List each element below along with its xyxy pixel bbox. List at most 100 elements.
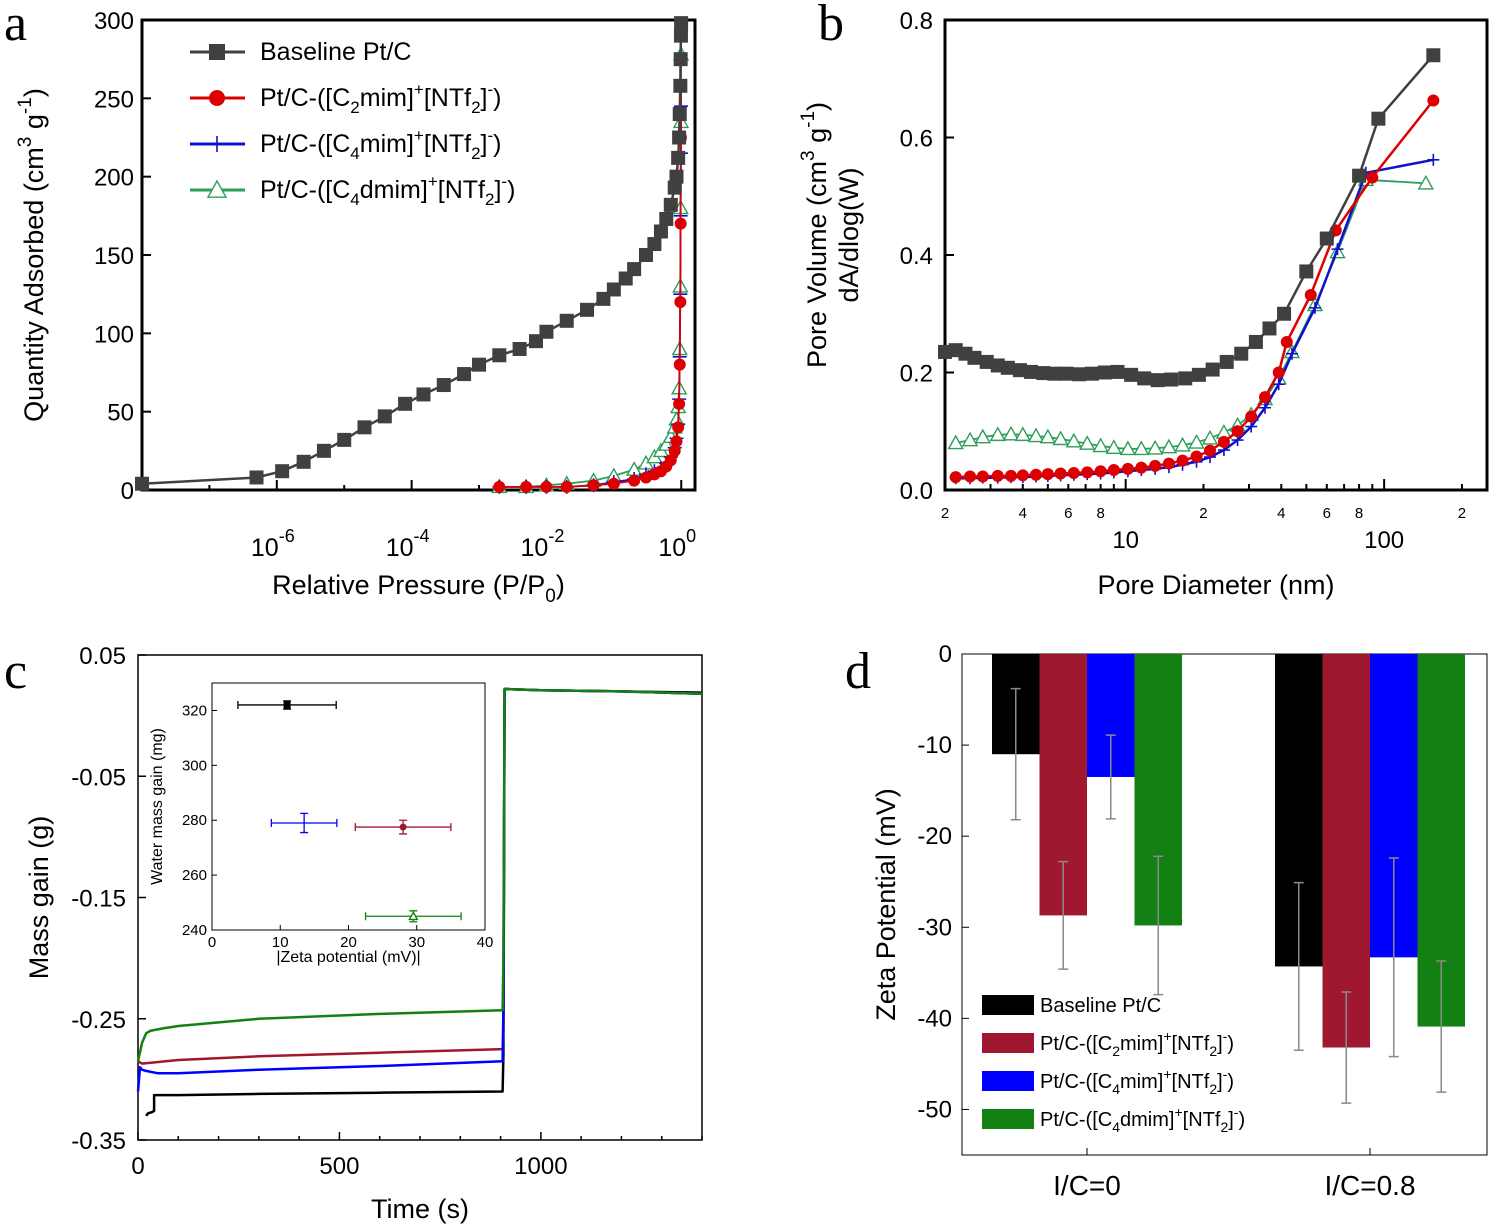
- data-point: [659, 211, 674, 226]
- data-point: [628, 474, 641, 487]
- data-point: [961, 431, 979, 447]
- x-minor-tick-label: 6: [1064, 505, 1072, 522]
- data-point: [1299, 264, 1314, 279]
- data-point: [1201, 429, 1219, 445]
- data-point: [1308, 301, 1321, 314]
- data-point: [357, 420, 372, 435]
- x-tick-label: 10-6: [251, 526, 295, 562]
- data-point: [1107, 464, 1120, 477]
- inset-chart: 240 260 280 300 320 0 10 20 30 40 |Zeta potential …: [149, 682, 493, 966]
- bar-series-c_green: [1134, 654, 1465, 1093]
- legend-subscript: 2: [350, 98, 359, 117]
- legend-text-end: ]: [1217, 1033, 1223, 1055]
- error-bar: [1153, 855, 1164, 996]
- x-tick-label: 1000: [514, 1153, 567, 1180]
- data-point: [606, 282, 621, 297]
- legend-subscript: 2: [1112, 1043, 1120, 1059]
- series-line: [944, 54, 1435, 382]
- y-axis-title-superscript: 3: [15, 137, 36, 148]
- legend-label: Baseline Pt/C: [1040, 995, 1161, 1017]
- legend-swatch: [982, 1033, 1034, 1053]
- data-point: [1121, 462, 1134, 475]
- error-bar: [1341, 991, 1352, 1104]
- y-tick-label: 100: [94, 321, 134, 348]
- y-axis-title-superscript: -1: [15, 97, 36, 114]
- legend-label: Pt/C-([C4dmim]+[NTf2]-): [260, 172, 515, 209]
- x-axis-title: Time (s): [371, 1194, 469, 1224]
- legend-subscript: 4: [350, 144, 359, 163]
- y-axis-title-main: Pore Volume (cm: [802, 161, 832, 368]
- data-point: [1304, 288, 1317, 301]
- data-point: [1427, 94, 1440, 107]
- data-point: [493, 480, 506, 493]
- data-point: [1137, 371, 1152, 386]
- legend-superscript: -: [1223, 1028, 1228, 1044]
- data-point: [671, 150, 686, 165]
- inset-point-c_blue: [270, 812, 338, 834]
- data-point: [1280, 335, 1293, 348]
- legend-text-post: [NTf: [1172, 1071, 1210, 1093]
- legend-text-mid: dmim]: [1120, 1109, 1174, 1131]
- series-line: [499, 54, 682, 488]
- y-tick-label: -0.15: [71, 886, 126, 913]
- inset-point-c_black: [237, 700, 337, 710]
- data-point: [1160, 438, 1178, 454]
- data-point: [1188, 433, 1205, 449]
- data-point: [1146, 439, 1164, 455]
- legend-label: Pt/C-([C4mim]+[NTf2]-): [260, 126, 501, 163]
- legend-text-suffix: ): [1238, 1109, 1245, 1131]
- inset-point-c_red: [354, 819, 452, 835]
- data-point: [647, 237, 662, 252]
- data-point: [979, 354, 994, 369]
- legend-subscript: 2: [1209, 1081, 1217, 1097]
- legend-superscript: -: [487, 126, 493, 145]
- data-point: [1081, 466, 1094, 479]
- data-point: [964, 470, 977, 483]
- error-bar: [1293, 881, 1304, 1051]
- legend-text-end: ]: [481, 84, 488, 112]
- legend-text-prefix: Pt/C-([C: [260, 84, 350, 112]
- data-point: [672, 107, 687, 121]
- data-point: [135, 476, 149, 491]
- legend-text-mid: mim]: [1120, 1071, 1163, 1093]
- legend-marker: [209, 44, 225, 60]
- legend-superscript: -: [487, 80, 493, 99]
- y-tick-label: -0.35: [71, 1128, 126, 1155]
- y-tick-label: -30: [917, 914, 952, 941]
- series-line-c_green: [136, 687, 703, 1062]
- legend-superscript: +: [1163, 1066, 1171, 1082]
- data-point: [1119, 440, 1137, 456]
- y-tick-label: -50: [917, 1096, 952, 1123]
- legend-text-post: [NTf: [438, 176, 485, 204]
- legend-text-post: [NTf: [424, 130, 471, 158]
- data-point: [673, 28, 688, 43]
- data-point: [1352, 168, 1367, 183]
- data-point: [398, 396, 413, 411]
- bar: [1322, 654, 1370, 1048]
- legend-text-post: [NTf: [424, 84, 471, 112]
- data-point: [1371, 111, 1386, 126]
- data-point: [337, 432, 352, 447]
- legend-superscript: +: [414, 80, 424, 99]
- panel-label-d: d: [845, 643, 871, 700]
- y-tick-label: 300: [94, 8, 134, 35]
- series-c4: [492, 99, 689, 494]
- data-point: [1084, 366, 1099, 381]
- y-tick-label: -40: [917, 1005, 952, 1032]
- data-point: [1004, 469, 1017, 482]
- legend-text-suffix: ): [1227, 1033, 1234, 1055]
- error-bar: [1436, 960, 1447, 1093]
- x-minor-tick-label: 2: [941, 505, 949, 522]
- inset-x-tick-label: 30: [408, 934, 425, 951]
- data-point: [949, 471, 962, 484]
- inset-y-tick-label: 280: [182, 812, 207, 829]
- series-baseline: [938, 48, 1441, 388]
- y-tick-label: 0.6: [900, 126, 933, 153]
- inset-x-axis-title: |Zeta potential (mV)|: [276, 949, 420, 966]
- data-point: [1065, 432, 1082, 448]
- data-point: [1030, 468, 1043, 481]
- data-point: [457, 367, 472, 382]
- data-point: [976, 470, 989, 483]
